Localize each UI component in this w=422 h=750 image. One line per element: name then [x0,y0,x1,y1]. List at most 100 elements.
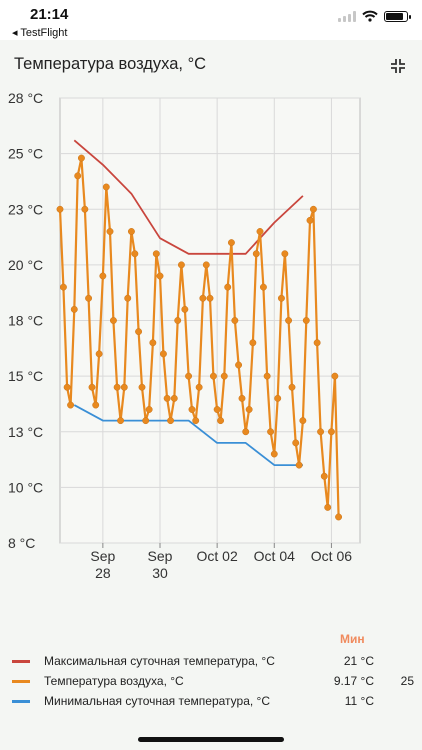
air-temperature-point [159,350,167,358]
x-tick-label: 30 [152,565,168,581]
air-temperature-point [81,205,89,213]
air-temperature-point [188,406,196,413]
y-tick-label: 28 °C [8,90,43,106]
air-temperature-point [92,401,100,409]
air-temperature-point [88,383,96,391]
air-temperature-point [163,394,171,402]
air-temperature-point [77,154,85,162]
air-temperature-point [56,205,64,213]
air-temperature-point [95,350,103,358]
legend-swatch-temp [12,680,30,683]
air-temperature-point [249,339,257,347]
air-temperature-point [295,461,303,469]
air-temperature-point [74,172,82,180]
air-temperature-point [156,272,164,280]
legend-swatch-max [12,660,30,663]
air-temperature-point [270,450,278,458]
back-to-testflight-link[interactable]: ◂ TestFlight [12,27,68,39]
air-temperature-point [170,394,178,402]
air-temperature-point [220,372,228,380]
y-tick-label: 15 °C [8,368,43,384]
legend-row-min[interactable]: Минимальная суточная температура, °C 11 … [0,692,422,712]
air-temperature-point [149,339,157,347]
battery-icon [384,10,411,22]
air-temperature-point [285,317,293,324]
air-temperature-point [177,261,185,269]
air-temperature-point [185,372,193,380]
y-tick-label: 13 °C [8,424,43,440]
legend-min-value: 11 °C [344,694,374,708]
y-tick-label: 18 °C [8,313,43,329]
air-temperature-point [174,317,182,324]
air-temperature-point [131,250,139,258]
air-temperature-point [85,294,93,302]
air-temperature-point [299,417,307,425]
air-temperature-point [256,228,264,235]
legend-swatch-min [12,700,30,703]
air-temperature-point [281,250,289,258]
temperature-chart: 8 °C 10 °C 13 °C 15 °C 18 °C 20 °C 23 °C 25 °C 2… [0,85,422,595]
air-temperature-point [224,283,232,291]
x-tick-label: Oct 04 [254,548,295,564]
air-temperature-point [252,250,260,258]
air-temperature-point [167,417,175,425]
air-temperature-point [192,417,200,425]
legend-label: Температура воздуха, °C [44,674,184,688]
legend-min-value: 21 °C [343,654,374,668]
y-tick-label: 8 °C [8,535,35,551]
x-tick-label: Sep [90,548,115,564]
legend-min-header: Мин [340,632,365,646]
legend-extra-value: 25 [400,674,414,688]
air-temperature-point [145,406,153,413]
air-temperature-point [263,372,271,380]
air-temperature-point [331,372,339,380]
air-temperature-point [213,406,221,413]
air-temperature-point [70,305,78,313]
y-tick-label: 20 °C [8,257,43,273]
air-temperature-point [238,394,246,402]
page-title: Температура воздуха, °C [14,55,207,73]
air-temperature-point [245,406,253,413]
air-temperature-point [195,383,203,391]
wifi-icon [362,10,378,22]
air-temperature-point [202,261,210,269]
air-temperature-point [99,272,107,280]
air-temperature-point [217,417,225,425]
status-icons [338,10,411,22]
min-temperature-line [73,404,303,467]
header: Температура воздуха, °C [0,40,422,90]
status-bar: 21:14 ◂ TestFlight [0,0,422,40]
legend-row-temp[interactable]: Температура воздуха, °C 9.17 °C 25 [0,672,422,692]
air-temperature-point [67,401,75,409]
legend-label: Минимальная суточная температура, °C [44,694,271,708]
air-temperature-point [127,228,135,235]
air-temperature-point [142,417,150,425]
air-temperature-point [135,328,143,336]
air-temperature-point [309,205,317,213]
legend-row-max[interactable]: Максимальная суточная температура, °C 21… [0,652,422,672]
air-temperature-point [313,339,321,347]
home-indicator [138,737,284,742]
air-temperature-point [317,428,325,436]
air-temperature-point [206,294,214,302]
y-tick-label: 10 °C [8,479,43,495]
air-temperature-point [267,428,275,436]
air-temperature-point [335,513,343,521]
air-temperature-point [306,216,314,224]
air-temperature-point [109,317,117,324]
y-tick-label: 23 °C [8,201,43,217]
air-temperature-point [152,250,160,258]
air-temperature-point [117,417,125,425]
collapse-arrows-icon[interactable] [388,56,408,76]
air-temperature-point [106,228,114,235]
air-temperature-point [259,283,267,291]
legend-label: Максимальная суточная температура, °C [44,654,275,668]
air-temperature-point [288,383,296,391]
chart-svg: 8 °C 10 °C 13 °C 15 °C 18 °C 20 °C 23 °C 25 °C 2… [8,90,361,581]
x-tick-label: Sep [148,548,173,564]
cellular-signal-icon [338,10,356,22]
max-temperature-line [73,139,304,255]
air-temperature-point [327,428,335,436]
air-temperature-point [120,383,128,391]
status-time: 21:14 [30,6,69,23]
